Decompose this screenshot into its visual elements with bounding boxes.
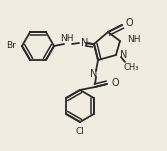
Text: N: N [120,50,127,60]
Text: Cl: Cl [75,127,85,136]
Text: N: N [90,69,98,79]
Text: NH: NH [127,35,140,45]
Text: CH₃: CH₃ [124,63,139,72]
Text: Br: Br [6,42,16,50]
Text: NH: NH [60,34,74,43]
Text: O: O [126,18,134,28]
Text: N: N [81,38,88,48]
Text: O: O [112,78,120,88]
